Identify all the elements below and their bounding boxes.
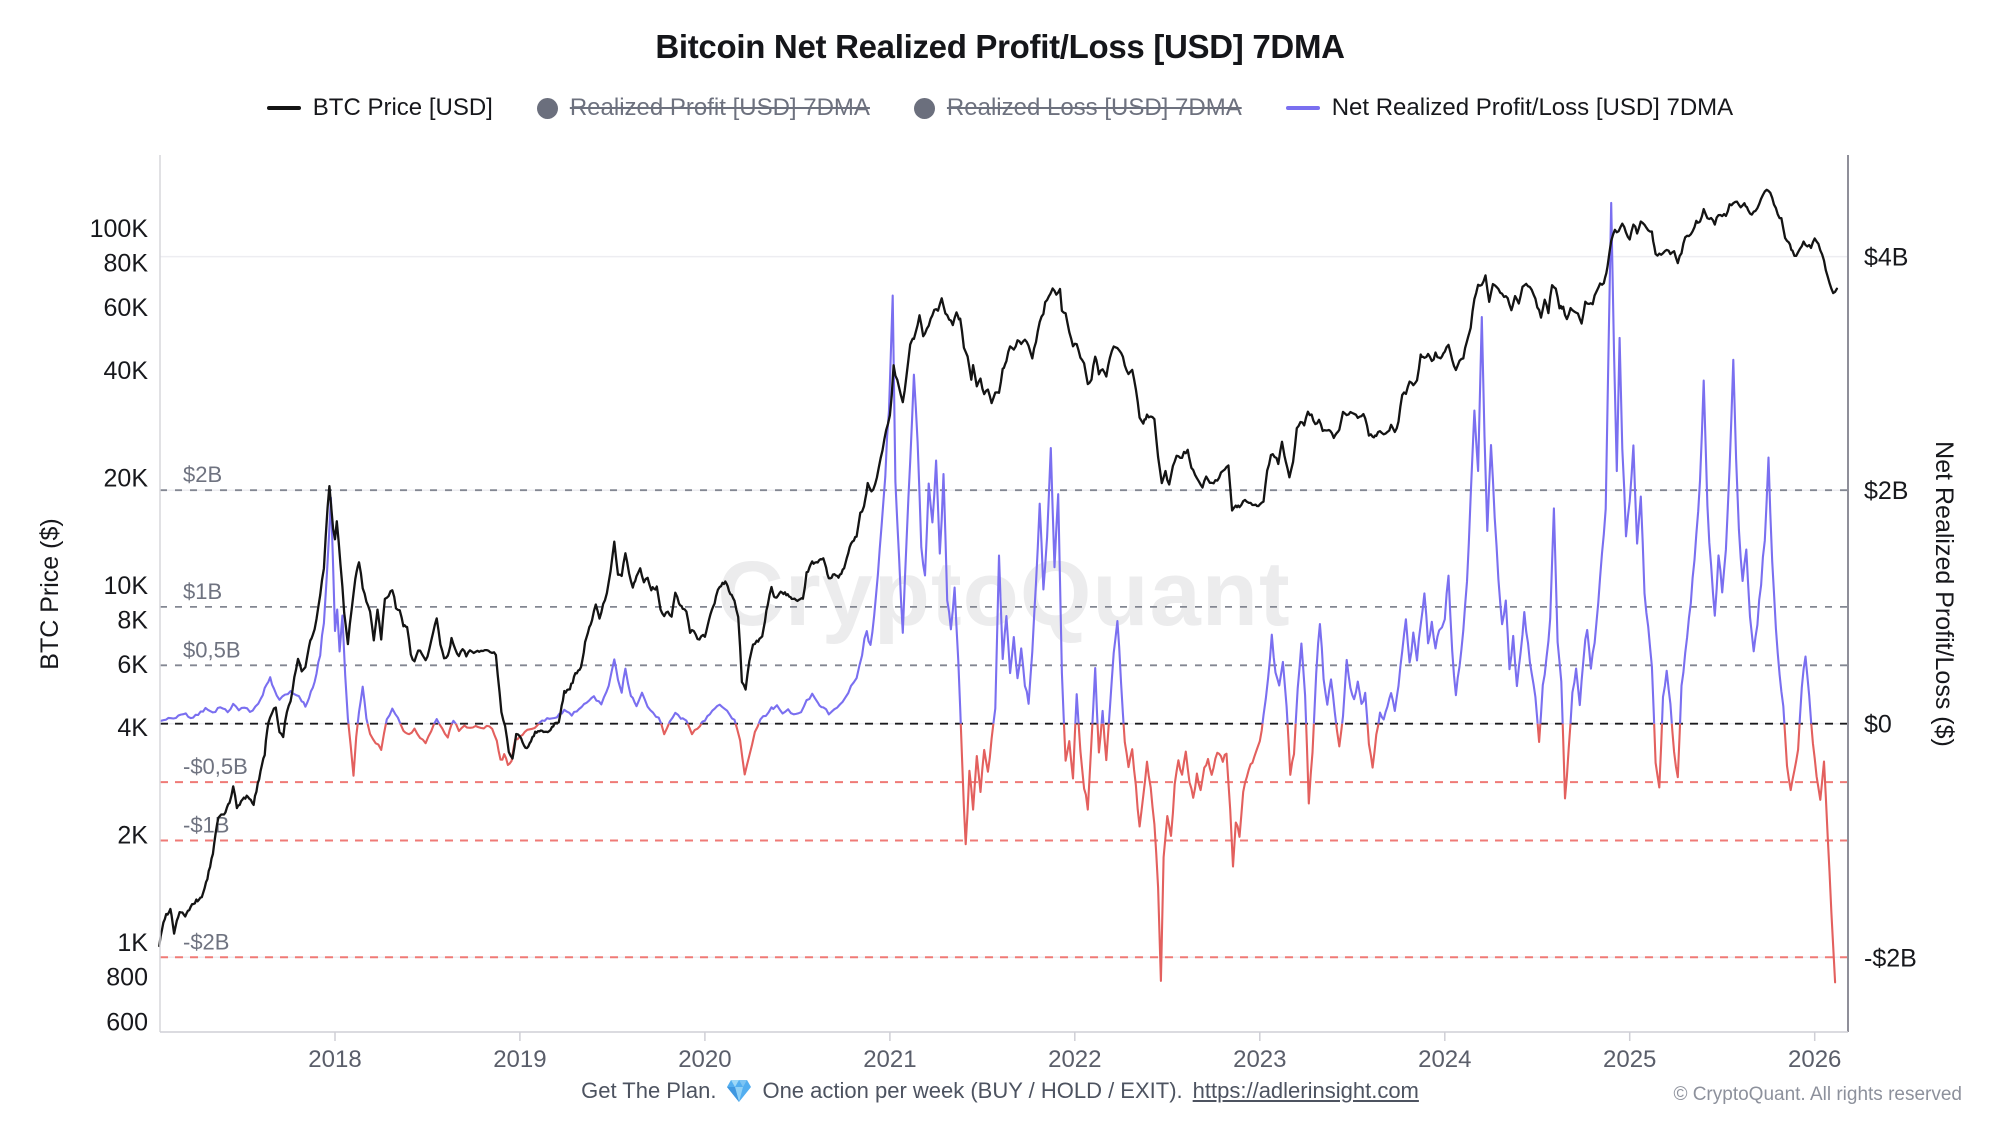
x-axis-tick: 2021 [863, 1046, 916, 1073]
realized-loss-dot-icon [913, 97, 935, 119]
promo-suffix: One action per week (BUY / HOLD / EXIT). [762, 1078, 1183, 1103]
btc-price-line [158, 188, 1839, 948]
right-axis-tick: $2B [1864, 477, 1908, 505]
right-axis-title: Net Realized Profit/Loss ($) [1930, 441, 1958, 747]
x-axis-tick: 2026 [1788, 1046, 1841, 1073]
gridline-label: -$2B [183, 929, 229, 954]
legend-label: BTC Price [USD] [312, 94, 493, 121]
left-axis-tick: 800 [106, 964, 148, 992]
x-axis-tick: 2020 [678, 1046, 731, 1073]
left-axis-tick: 40K [104, 357, 149, 385]
copyright-notice: © CryptoQuant. All rights reserved [1673, 1084, 1962, 1105]
right-axis-tick: $4B [1864, 244, 1908, 272]
left-axis-tick: 4K [117, 714, 148, 742]
right-axis-tick: $0 [1864, 711, 1892, 739]
adlerinsight-link[interactable]: https://adlerinsight.com [1192, 1078, 1419, 1103]
left-axis-tick: 10K [104, 572, 149, 600]
x-axis-tick: 2023 [1233, 1046, 1286, 1073]
x-axis-tick: 2022 [1048, 1046, 1101, 1073]
left-axis-title: BTC Price ($) [36, 518, 64, 669]
left-axis-tick: 80K [104, 250, 149, 278]
legend-item-btc-price[interactable]: BTC Price [USD] [266, 94, 493, 122]
promo-prefix: Get The Plan. [581, 1078, 717, 1103]
legend-label: Realized Loss [USD] 7DMA [946, 94, 1242, 121]
left-axis-tick: 1K [117, 929, 148, 957]
footer-promo: Get The Plan. One action per week (BUY /… [0, 1078, 2000, 1104]
left-axis-tick: 20K [104, 465, 149, 493]
left-axis-tick: 8K [117, 607, 148, 635]
gridline-label: $0,5B [183, 637, 241, 662]
left-axis-tick: 60K [104, 294, 149, 322]
left-axis-tick: 100K [90, 215, 149, 243]
legend-item-realized-loss[interactable]: Realized Loss [USD] 7DMA [913, 94, 1242, 122]
realized-profit-dot-icon [536, 97, 558, 119]
legend-label: Net Realized Profit/Loss [USD] 7DMA [1331, 94, 1734, 121]
gridline-label: $1B [183, 579, 222, 604]
page-title: Bitcoin Net Realized Profit/Loss [USD] 7… [655, 28, 1345, 65]
legend-item-realized-profit[interactable]: Realized Profit [USD] 7DMA [536, 94, 870, 122]
legend-item-net-realized[interactable]: Net Realized Profit/Loss [USD] 7DMA [1285, 94, 1734, 122]
x-axis-tick: 2019 [493, 1046, 546, 1073]
left-axis-tick: 2K [117, 822, 148, 850]
btc-price-line-icon [266, 106, 301, 110]
net-realized-line-positive [160, 201, 1813, 724]
x-axis-tick: 2018 [308, 1046, 361, 1073]
net-realized-line-negative [347, 723, 1837, 984]
left-axis-tick: 600 [106, 1008, 148, 1036]
left-axis-tick: 6K [117, 651, 148, 679]
legend: BTC Price [USD] Realized Profit [USD] 7D… [0, 94, 2000, 122]
gridline-label: -$1B [183, 813, 229, 838]
legend-label: Realized Profit [USD] 7DMA [569, 94, 870, 121]
x-axis-tick: 2025 [1603, 1046, 1656, 1073]
gridline-label: $2B [183, 462, 222, 487]
x-axis-tick: 2024 [1418, 1046, 1471, 1073]
net-realized-line-icon [1285, 106, 1320, 110]
right-axis-tick: -$2B [1864, 944, 1917, 972]
gem-icon [726, 1079, 752, 1103]
gridline-label: -$0,5B [183, 754, 248, 779]
